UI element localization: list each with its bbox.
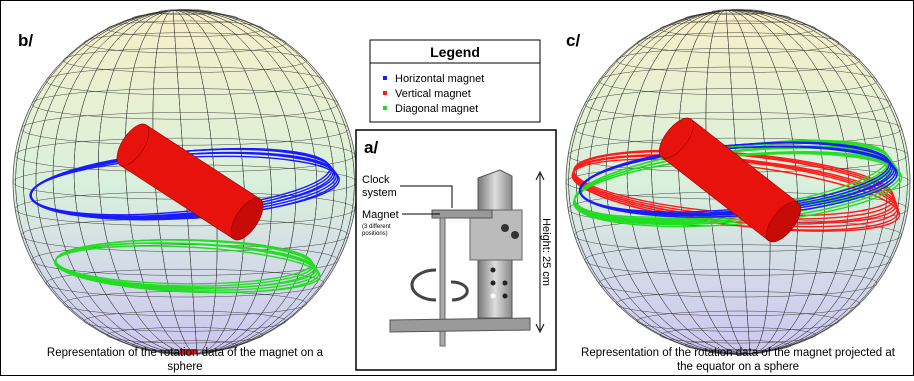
hole xyxy=(491,294,496,299)
figure: b/ c/ Representation of the rotation dat… xyxy=(0,0,914,376)
legend: Legend Horizontal magnet Vertical magnet D… xyxy=(370,40,540,122)
caption: sphere xyxy=(167,361,202,373)
panel-label: a/ xyxy=(364,138,378,157)
legend-label: Diagonal magnet xyxy=(395,103,478,115)
annotation: system xyxy=(362,187,397,199)
screw xyxy=(511,231,519,239)
panel-a: a/ Height: 25 cm Clock system Magnet (3 … xyxy=(356,130,556,370)
annotation: Magnet xyxy=(362,209,399,221)
hole xyxy=(491,281,496,286)
legend-title: Legend xyxy=(430,44,480,60)
arm xyxy=(432,210,492,218)
caption: Representation of the rotation data of t… xyxy=(47,347,324,359)
annotation: (3 different xyxy=(362,224,391,230)
legend-swatch xyxy=(383,76,387,80)
base xyxy=(390,318,530,332)
screw xyxy=(501,224,509,232)
panel-label: c/ xyxy=(566,31,580,50)
hole xyxy=(503,281,508,286)
panel-label: b/ xyxy=(18,31,33,50)
panel-box xyxy=(356,130,556,370)
annotation: positions) xyxy=(362,231,388,237)
legend-label: Vertical magnet xyxy=(395,88,471,100)
caption: Representation of the rotation data of t… xyxy=(581,347,896,359)
caption: the equator on a sphere xyxy=(677,361,799,373)
hole xyxy=(491,268,496,273)
legend-swatch xyxy=(383,106,387,110)
sphere-c xyxy=(557,0,914,365)
legend-label: Horizontal magnet xyxy=(395,73,484,85)
legend-swatch xyxy=(383,91,387,95)
hole xyxy=(503,294,508,299)
annotation: Clock xyxy=(362,174,390,186)
height-label: Height: 25 cm xyxy=(540,218,552,286)
sphere-b xyxy=(4,0,366,365)
